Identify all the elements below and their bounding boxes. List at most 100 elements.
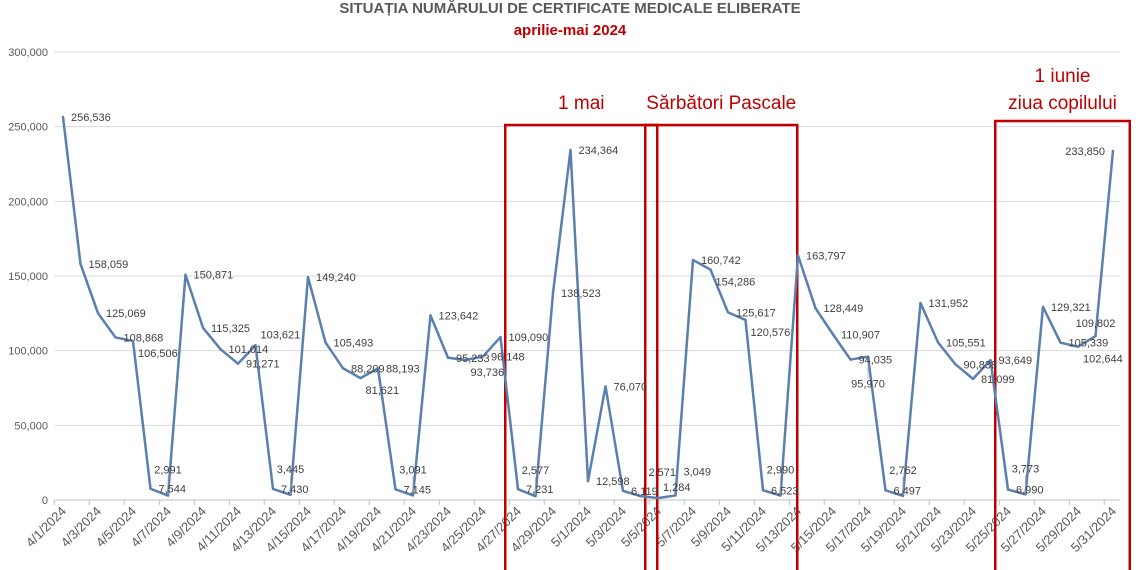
data-point xyxy=(586,479,590,483)
data-label: 108,868 xyxy=(124,332,164,344)
data-point xyxy=(726,311,730,314)
data-label: 93,649 xyxy=(999,355,1033,367)
data-label: 158,059 xyxy=(89,259,129,271)
data-point xyxy=(1111,149,1115,152)
data-point xyxy=(674,494,677,497)
data-label: 7,430 xyxy=(281,484,309,496)
gridlines xyxy=(55,51,1120,501)
data-point xyxy=(254,344,257,347)
y-tick-label: 150,000 xyxy=(8,271,48,283)
data-label: 138,523 xyxy=(561,288,601,300)
data-point xyxy=(569,148,572,152)
data-label: 88,209 xyxy=(351,363,385,375)
data-label: 94,035 xyxy=(859,355,893,367)
data-label: 96,148 xyxy=(491,351,525,363)
data-point xyxy=(1006,488,1010,491)
data-point xyxy=(884,489,887,492)
data-point xyxy=(324,341,327,344)
data-label: 101,014 xyxy=(229,344,269,356)
y-axis: 0 50,000 100,000 150,000 200,000 250,000 300,0… xyxy=(8,47,48,507)
data-label: 90,838 xyxy=(964,359,998,371)
data-label: 7,544 xyxy=(159,484,187,496)
label-leaders xyxy=(167,356,1026,497)
y-tick-label: 300,000 xyxy=(8,47,48,59)
data-label: 160,742 xyxy=(701,255,741,267)
data-label: 6,497 xyxy=(894,485,922,497)
data-label: 120,576 xyxy=(751,327,791,339)
data-label: 95,970 xyxy=(851,379,885,391)
data-point xyxy=(796,254,800,257)
data-point xyxy=(184,273,187,276)
data-point xyxy=(621,489,625,493)
data-point xyxy=(481,355,485,358)
data-label: 6,119 xyxy=(631,486,658,498)
data-labels: 256,536 158,059 125,069 108,868 106,506 7,544… xyxy=(61,112,1123,500)
data-point xyxy=(394,488,397,491)
data-point xyxy=(516,488,520,491)
data-label: 12,598 xyxy=(596,476,630,488)
data-point xyxy=(219,347,222,351)
data-label: 6,523 xyxy=(771,485,799,497)
data-label: 123,642 xyxy=(439,310,479,322)
data-label: 256,536 xyxy=(71,112,111,124)
data-label: 2,991 xyxy=(154,465,182,477)
data-label: 3,091 xyxy=(399,464,427,476)
data-label: 106,506 xyxy=(138,348,178,360)
data-label: 81,621 xyxy=(366,385,400,397)
data-label: 88,193 xyxy=(386,363,420,375)
data-label: 81,099 xyxy=(981,374,1015,386)
data-label: 105,339 xyxy=(1069,338,1109,350)
data-label: 6,990 xyxy=(1016,485,1044,497)
data-label: 105,493 xyxy=(334,337,374,349)
data-label: 2,571 xyxy=(649,467,677,479)
data-point xyxy=(691,258,695,262)
annotation-label: 1 iunie xyxy=(1035,66,1091,87)
data-label: 149,240 xyxy=(316,272,356,284)
data-label: 3,773 xyxy=(1012,463,1040,475)
y-tick-label: 0 xyxy=(42,495,48,507)
chart-subtitle: aprilie-mai 2024 xyxy=(514,22,627,39)
data-label: 93,736 xyxy=(471,367,505,379)
data-label: 233,850 xyxy=(1065,146,1105,158)
data-label: 125,069 xyxy=(106,308,146,320)
data-label: 154,286 xyxy=(716,277,756,289)
data-point xyxy=(709,268,712,271)
data-point xyxy=(814,306,817,310)
data-label: 2,990 xyxy=(767,465,795,477)
data-label: 91,271 xyxy=(246,359,280,371)
data-point xyxy=(149,487,152,490)
data-label: 105,551 xyxy=(946,337,986,349)
data-label: 3,445 xyxy=(277,464,305,476)
data-point xyxy=(1041,305,1045,309)
chart-title: SITUAȚIA NUMĂRULUI DE CERTIFICATE MEDICA… xyxy=(339,0,800,17)
data-point xyxy=(989,358,992,362)
data-point xyxy=(761,489,765,492)
data-point xyxy=(639,494,642,498)
y-tick-label: 200,000 xyxy=(8,196,48,208)
data-point xyxy=(79,262,82,266)
annotation-label: Sărbători Pascale xyxy=(646,93,796,114)
data-point xyxy=(849,358,852,361)
data-label: 125,617 xyxy=(736,307,776,319)
data-point xyxy=(166,494,170,497)
annotation-label: ziua copilului xyxy=(1008,93,1117,114)
data-label: 234,364 xyxy=(579,145,619,157)
data-point xyxy=(201,326,205,329)
x-axis: 4/1/20244/3/20244/5/20244/7/20244/9/2024… xyxy=(23,500,1119,555)
y-tick-label: 250,000 xyxy=(8,122,48,134)
annotation-box xyxy=(994,119,1131,570)
data-point xyxy=(114,336,117,339)
data-point xyxy=(971,377,975,381)
data-point xyxy=(1024,493,1027,496)
data-label: 129,321 xyxy=(1051,302,1091,314)
annotation-boxes: 1 mai Sărbători Pascale 1 iunie ziua copilu… xyxy=(504,66,1131,570)
data-point xyxy=(831,333,835,336)
data-point xyxy=(376,367,380,370)
data-point xyxy=(656,496,660,500)
data-label: 1,284 xyxy=(663,482,691,494)
data-label: 115,325 xyxy=(211,323,250,335)
data-point xyxy=(534,494,537,498)
data-point xyxy=(429,314,432,317)
data-point xyxy=(341,367,345,370)
